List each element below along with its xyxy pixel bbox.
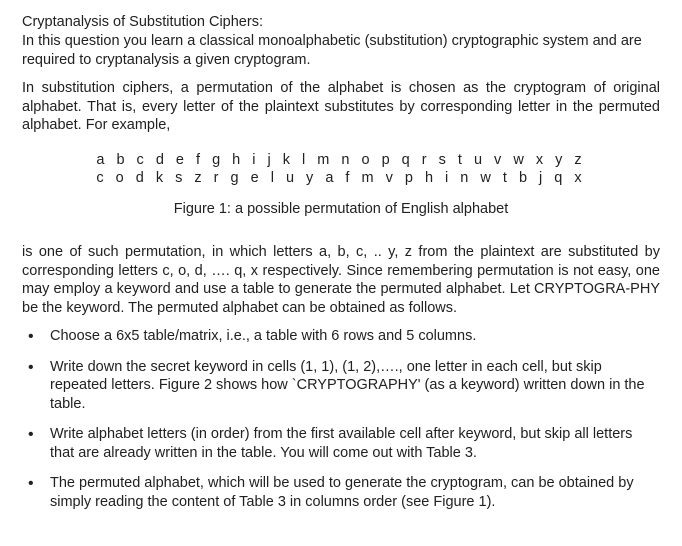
step-item: Write alphabet letters (in order) from t… [22, 425, 660, 462]
document-page: Cryptanalysis of Substitution Ciphers: I… [0, 0, 682, 546]
doc-title: Cryptanalysis of Substitution Ciphers: [22, 14, 660, 30]
step-text: Choose a 6x5 table/matrix, i.e., a table… [50, 328, 476, 344]
step-item: Choose a 6x5 table/matrix, i.e., a table… [22, 327, 660, 346]
figure-1: a b c d e f g h i j k l m n o p q r s t … [22, 151, 660, 217]
body-paragraph-1: is one of such permutation, in which let… [22, 243, 660, 317]
step-item: Write down the secret keyword in cells (… [22, 358, 660, 414]
step-text: The permuted alphabet, which will be use… [50, 475, 634, 510]
step-item: The permuted alphabet, which will be use… [22, 474, 660, 511]
intro-paragraph-1: In this question you learn a classical m… [22, 32, 660, 69]
permutation-row-plain: a b c d e f g h i j k l m n o p q r s t … [96, 151, 585, 169]
step-text: Write alphabet letters (in order) from t… [50, 426, 632, 461]
permutation-row-cipher: c o d k s z r g e l u y a f m v p h i n … [96, 169, 585, 187]
intro-paragraph-2: In substitution ciphers, a permutation o… [22, 79, 660, 135]
steps-list: Choose a 6x5 table/matrix, i.e., a table… [22, 327, 660, 511]
step-text: Write down the secret keyword in cells (… [50, 359, 645, 412]
figure-1-caption: Figure 1: a possible permutation of Engl… [22, 201, 660, 217]
